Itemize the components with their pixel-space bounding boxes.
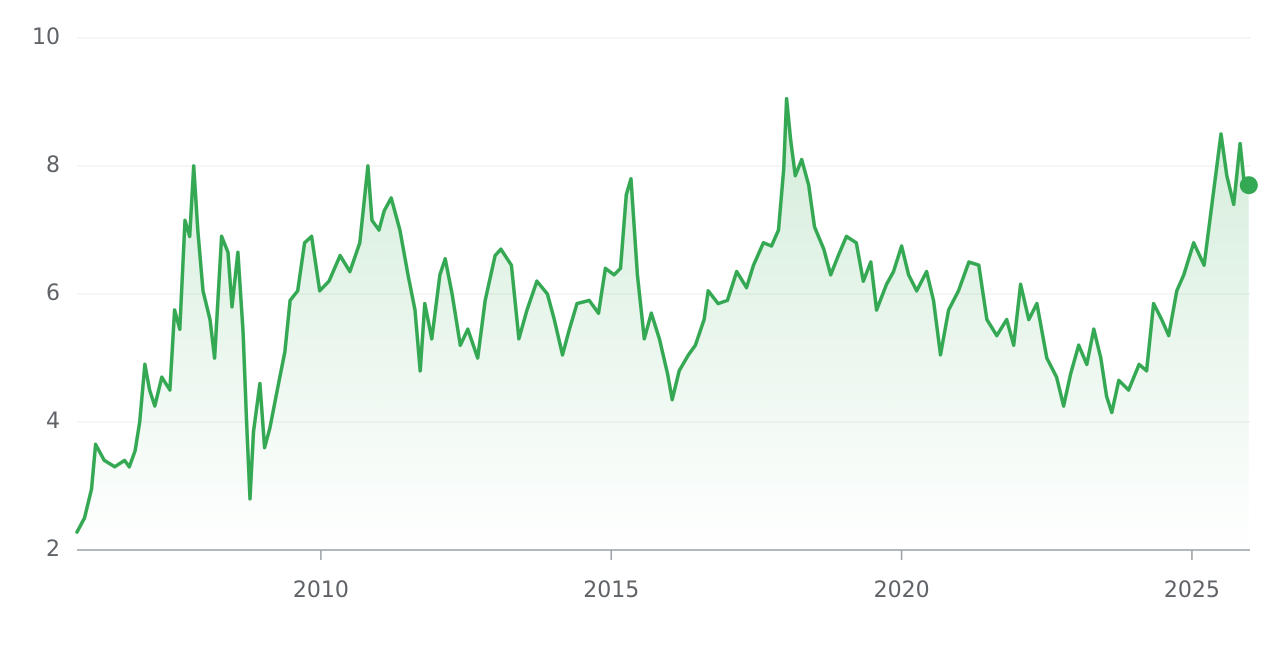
y-tick-label: 8 (46, 153, 60, 178)
plot (75, 97, 1258, 551)
y-tick-label: 4 (46, 409, 60, 434)
y-tick-label: 10 (32, 25, 60, 50)
price-line (75, 97, 1251, 534)
y-tick-label: 2 (46, 537, 60, 562)
x-tick-label: 2020 (874, 578, 930, 603)
y-tick-label: 6 (46, 281, 60, 306)
x-tick-label: 2015 (583, 578, 639, 603)
x-tick-label: 2025 (1164, 578, 1220, 603)
x-tick-label: 2010 (293, 578, 349, 603)
last-point (1239, 176, 1258, 195)
